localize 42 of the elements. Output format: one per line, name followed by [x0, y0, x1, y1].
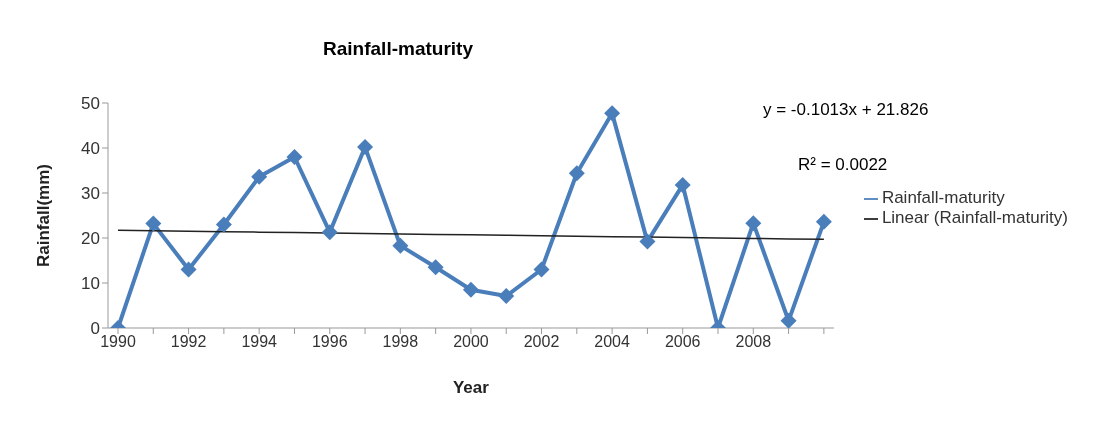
x-tick-label: 1998	[382, 333, 419, 351]
point	[780, 312, 797, 328]
point	[215, 216, 232, 233]
x-tick-label: 1990	[100, 333, 136, 351]
point	[357, 139, 374, 156]
y-axis-title: Rainfall(mm)	[34, 164, 54, 267]
point	[321, 224, 338, 241]
annotation: R² = 0.0022	[798, 155, 888, 175]
x-tick-label: 2000	[453, 333, 489, 351]
x-tick-label: 1994	[241, 333, 278, 351]
x-tick-label: 1996	[311, 333, 348, 351]
x-tick-label: 2006	[664, 333, 701, 351]
point	[745, 215, 762, 232]
point	[639, 233, 656, 250]
point	[462, 281, 479, 298]
y-tick-label: 30	[81, 184, 100, 204]
legend-label: Linear (Rainfall-maturity)	[881, 208, 1068, 227]
annotation: y = -0.1013x + 21.826	[763, 100, 929, 120]
y-tick-label: 0	[90, 319, 100, 339]
point	[568, 165, 585, 182]
point	[815, 213, 832, 230]
x-tick-label: 1992	[170, 333, 207, 351]
legend-label: Rainfall-maturity	[881, 188, 1005, 207]
y-tick-label: 10	[81, 274, 100, 294]
point	[498, 288, 515, 305]
point	[145, 215, 162, 232]
y-tick-label: 20	[81, 229, 100, 249]
x-tick-label: 2008	[735, 333, 772, 351]
point	[251, 168, 268, 185]
point	[286, 149, 303, 165]
x-axis-title: Year	[452, 378, 490, 397]
point	[427, 259, 444, 276]
point	[533, 261, 550, 278]
point	[604, 105, 621, 122]
y-tick-label: 40	[81, 139, 100, 159]
chart-title: Rainfall-maturity	[322, 38, 474, 60]
point	[674, 176, 691, 193]
y-tick-label: 50	[81, 94, 100, 114]
x-tick-label: 2002	[523, 333, 560, 351]
point	[180, 261, 197, 278]
point	[392, 237, 409, 254]
x-tick-label: 2004	[594, 333, 631, 351]
